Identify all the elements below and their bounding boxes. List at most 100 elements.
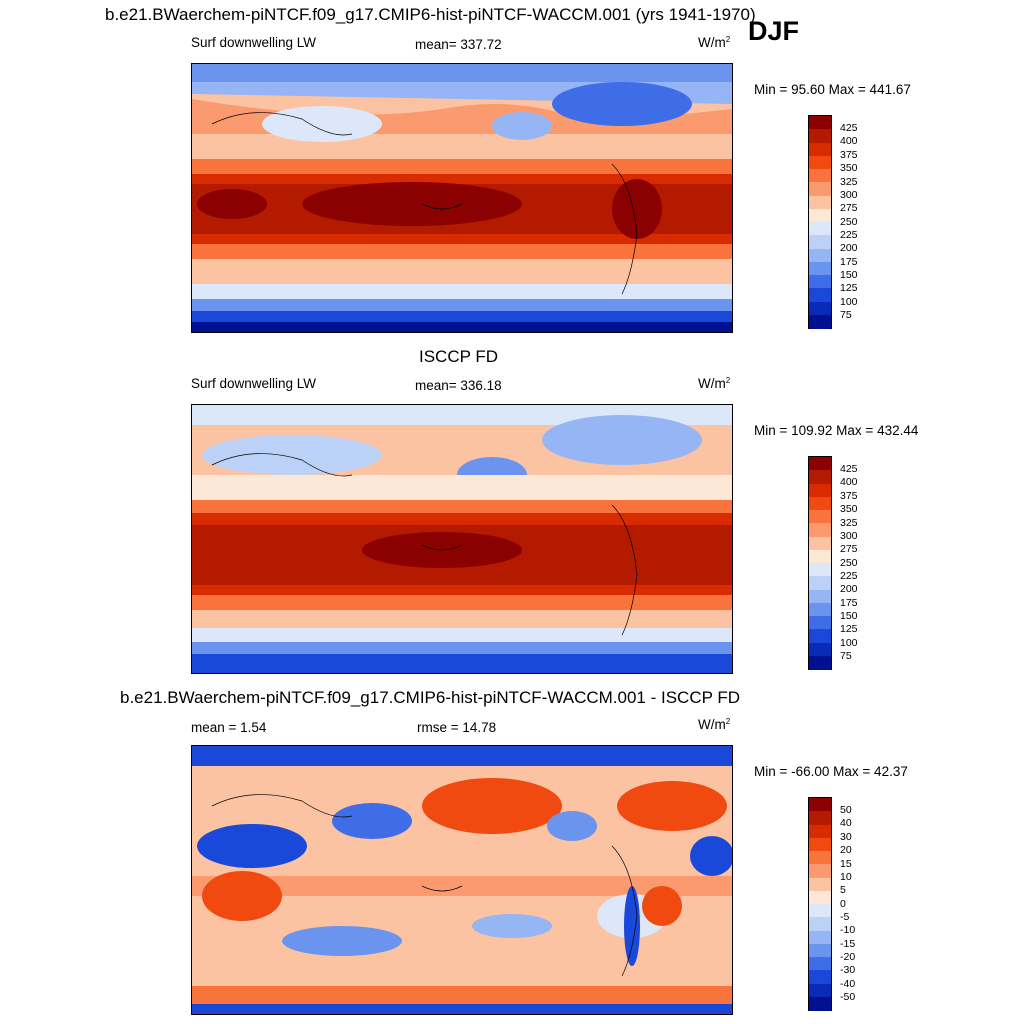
colorbar-swatch [809,301,831,316]
colorbar-swatch [809,996,831,1011]
colorbar-swatch [809,275,831,289]
colorbar-swatch [809,642,831,657]
colorbar-tick: 125 [840,623,858,635]
panel2-field [192,405,732,673]
colorbar-tick: 375 [840,149,858,161]
colorbar-swatch [809,470,831,484]
colorbar-tick: -40 [840,978,856,990]
panel1-variable-label: Surf downwelling LW [191,35,317,50]
colorbar-swatch [809,890,831,905]
colorbar-tick: 0 [840,898,846,910]
colorbar-swatch [809,957,831,971]
colorbar-swatch [809,208,831,223]
colorbar-swatch [809,222,831,236]
colorbar-tick: 5 [840,884,846,896]
colorbar-swatch [809,182,831,196]
colorbar-tick: 125 [840,282,858,294]
colorbar-tick: 400 [840,135,858,147]
season-label: DJF [748,16,800,46]
colorbar-tick: 225 [840,229,858,241]
panel2-map [191,404,733,674]
panel2-minmax: Min = 109.92 Max = 432.44 [754,423,919,438]
colorbar-tick: 150 [840,610,858,622]
colorbar-tick: 425 [840,122,858,134]
colorbar-tick: 150 [840,269,858,281]
colorbar-swatch [809,261,831,276]
colorbar-swatch [809,798,831,812]
colorbar-tick: 300 [840,189,858,201]
colorbar-tick: 10 [840,871,852,883]
colorbar-swatch [809,943,831,958]
colorbar-swatch [809,155,831,170]
colorbar-swatch [809,195,831,210]
panel3-minmax: Min = -66.00 Max = 42.37 [754,764,908,779]
panel3-rmse-label: rmse = 14.78 [417,720,497,735]
panel3-mean-label: mean = 1.54 [191,720,267,735]
panel3-map [191,745,733,1015]
colorbar-swatch [809,457,831,471]
colorbar-tick: 275 [840,202,858,214]
colorbar-swatch [809,235,831,249]
colorbar-swatch [809,116,831,130]
colorbar-tick: 75 [840,309,852,321]
colorbar-swatch [809,576,831,590]
colorbar-swatch [809,589,831,604]
colorbar-tick: -30 [840,964,856,976]
panel2-units: W/m2 [698,376,731,391]
colorbar-swatch [809,142,831,157]
colorbar-swatch [809,169,831,183]
colorbar-swatch [809,824,831,839]
panel1-units: W/m2 [698,35,731,50]
colorbar-swatch [809,314,831,329]
colorbar-tick: -50 [840,991,856,1003]
panel2-variable-label: Surf downwelling LW [191,376,317,391]
colorbar-swatch [809,563,831,577]
colorbar-tick: 20 [840,844,852,856]
colorbar-tick: 75 [840,650,852,662]
colorbar-tick: 175 [840,597,858,609]
colorbar-swatch [809,917,831,931]
colorbar-swatch [809,655,831,670]
colorbar-tick: 375 [840,490,858,502]
colorbar-tick: -20 [840,951,856,963]
colorbar-tick: 325 [840,176,858,188]
colorbar-tick: 350 [840,503,858,515]
colorbar-tick: 275 [840,543,858,555]
colorbar-swatch [809,811,831,825]
colorbar-tick: 250 [840,557,858,569]
colorbar-tick: 200 [840,242,858,254]
colorbar-tick: 50 [840,804,852,816]
colorbar-swatch [809,616,831,630]
panel3-title: b.e21.BWaerchem-piNTCF.f09_g17.CMIP6-his… [120,688,741,707]
colorbar-tick: 15 [840,858,852,870]
colorbar-swatch [809,970,831,984]
panel1-title: b.e21.BWaerchem-piNTCF.f09_g17.CMIP6-his… [105,5,756,24]
colorbar-tick: 30 [840,831,852,843]
colorbar-tick: 225 [840,570,858,582]
colorbar-tick: 100 [840,637,858,649]
panel1-colorbar-box [808,115,832,329]
colorbar-tick: 40 [840,817,852,829]
colorbar-swatch [809,483,831,498]
panel2-colorbar-box [808,456,832,670]
colorbar-tick: 350 [840,162,858,174]
panel1-minmax: Min = 95.60 Max = 441.67 [754,82,911,97]
colorbar-swatch [809,904,831,918]
colorbar-tick: 300 [840,530,858,542]
colorbar-swatch [809,523,831,537]
panel3-colorbar-box [808,797,832,1011]
colorbar-tick: 425 [840,463,858,475]
colorbar-tick: 400 [840,476,858,488]
colorbar-tick: -15 [840,938,856,950]
panel1-field [192,64,732,332]
colorbar-tick: 175 [840,256,858,268]
panel3-field [192,746,732,1014]
colorbar-swatch [809,877,831,892]
colorbar-swatch [809,549,831,564]
colorbar-swatch [809,930,831,945]
colorbar-swatch [809,983,831,998]
colorbar-swatch [809,837,831,852]
panel1-mean-label: mean= 337.72 [415,37,502,52]
panel3-units: W/m2 [698,717,731,732]
panel2-title: ISCCP FD [419,347,499,366]
